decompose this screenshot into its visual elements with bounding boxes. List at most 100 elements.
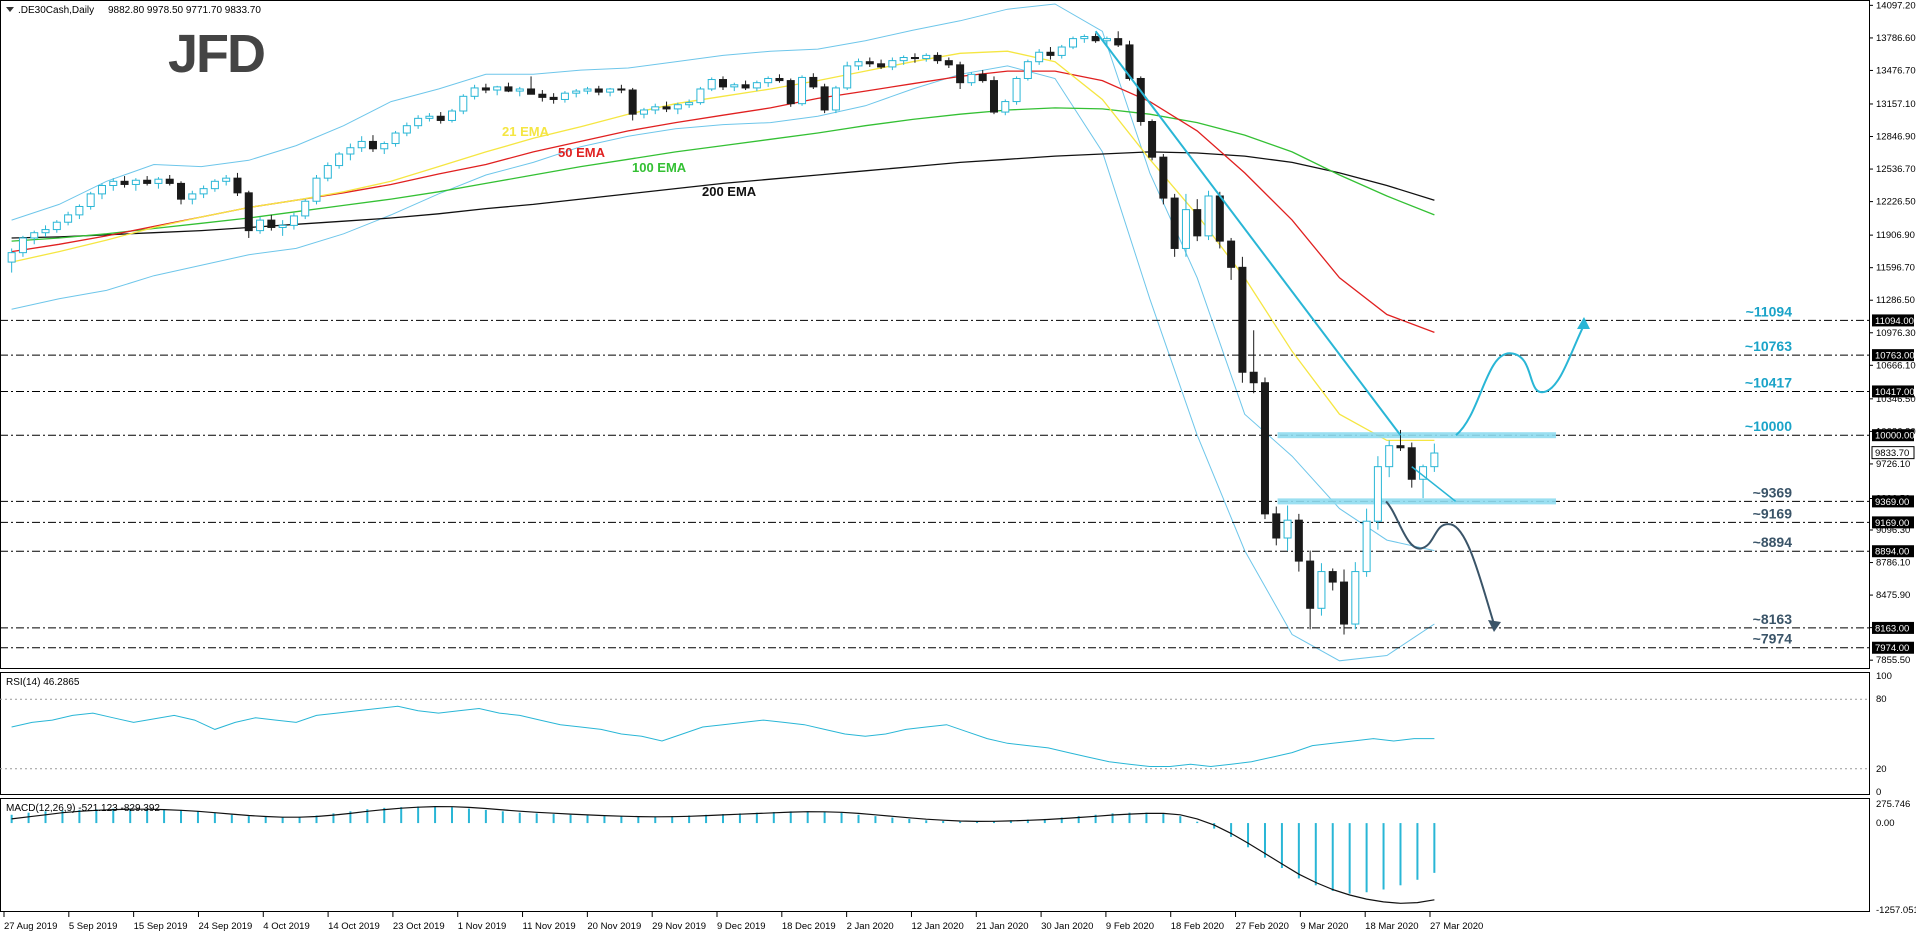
candle-body bbox=[493, 86, 502, 91]
candle-body bbox=[899, 57, 908, 62]
candle-body bbox=[1080, 36, 1089, 40]
level-labels: ~11094 ~10763 ~10417 ~10000 ~9369 ~9169 ~8894 ~… bbox=[1745, 303, 1792, 646]
short-trend-segment bbox=[1411, 466, 1457, 502]
rsi-tick-label: 80 bbox=[1876, 694, 1887, 705]
level-label: ~11094 bbox=[1746, 303, 1793, 319]
current-price-box bbox=[1871, 446, 1915, 460]
candle-body bbox=[1125, 44, 1134, 79]
candle-body bbox=[1023, 61, 1032, 79]
zone-band bbox=[1277, 498, 1556, 505]
candle-body bbox=[41, 229, 50, 234]
candle-body bbox=[1159, 156, 1168, 199]
candle-body bbox=[1385, 445, 1394, 468]
rsi-panel: 100 80 20 0 bbox=[0, 671, 1892, 798]
level-label: ~8163 bbox=[1753, 611, 1793, 627]
candle-body bbox=[448, 110, 457, 121]
candle-body bbox=[673, 104, 682, 110]
rsi-tick-label: 20 bbox=[1876, 764, 1887, 775]
level-axis-label: 8163.00 bbox=[1875, 623, 1909, 634]
candle-body bbox=[944, 60, 953, 66]
level-axis-box bbox=[1872, 621, 1914, 634]
candle-body bbox=[346, 147, 355, 155]
candle-body bbox=[52, 221, 61, 231]
candle-body bbox=[707, 79, 716, 90]
date-tick-label: 27 Feb 2020 bbox=[1236, 921, 1289, 932]
candle-body bbox=[504, 86, 513, 92]
candle-body bbox=[380, 143, 389, 150]
candle-body bbox=[843, 65, 852, 89]
candle-body bbox=[86, 193, 95, 207]
candle-body bbox=[222, 177, 231, 182]
candle-body bbox=[368, 140, 377, 150]
current-price-label: 9833.70 bbox=[1875, 448, 1909, 459]
rsi-label: RSI(14) 46.2865 bbox=[6, 677, 80, 688]
candle-body bbox=[854, 61, 863, 67]
candle-body bbox=[1306, 560, 1315, 609]
candle-body bbox=[831, 87, 840, 111]
level-axis-box bbox=[1872, 641, 1914, 654]
candle-body bbox=[30, 232, 39, 239]
ema-label: 100 EMA bbox=[632, 160, 687, 175]
candle-body bbox=[549, 96, 558, 100]
candle-body bbox=[267, 219, 276, 228]
candle-body bbox=[820, 86, 829, 111]
price-tick-label: 9726.10 bbox=[1876, 459, 1910, 470]
date-tick-label: 4 Oct 2019 bbox=[263, 921, 309, 932]
candle-body bbox=[109, 180, 118, 186]
candle-body bbox=[256, 219, 265, 232]
price-tick-label: 7855.50 bbox=[1876, 655, 1910, 666]
projection-arrows bbox=[1385, 317, 1590, 633]
candle-body bbox=[64, 214, 73, 223]
bollinger-bands bbox=[11, 3, 1435, 662]
macd-signal-line bbox=[11, 805, 1435, 904]
rsi-tick-label: 0 bbox=[1876, 787, 1881, 798]
candle-body bbox=[1091, 36, 1100, 42]
candle-body bbox=[188, 193, 197, 200]
candle-body bbox=[244, 192, 253, 232]
macd-panel-frame bbox=[0, 798, 1870, 912]
date-tick-label: 11 Nov 2019 bbox=[523, 921, 576, 932]
candle-body bbox=[978, 73, 987, 82]
level-axis-label: 10763.00 bbox=[1875, 351, 1915, 362]
candle-body bbox=[798, 76, 807, 105]
candle-body bbox=[967, 73, 976, 84]
date-tick-label: 24 Sep 2019 bbox=[198, 921, 252, 932]
candle-body bbox=[1317, 571, 1326, 609]
candle-body bbox=[18, 237, 27, 254]
candle-body bbox=[459, 95, 468, 112]
downtrend-line bbox=[1094, 30, 1402, 436]
level-label: ~9169 bbox=[1753, 505, 1793, 521]
candle-body bbox=[809, 76, 818, 88]
level-label: ~10000 bbox=[1745, 418, 1792, 434]
candle-body bbox=[775, 77, 784, 82]
candle-body bbox=[470, 87, 479, 97]
candle-body bbox=[888, 60, 897, 68]
candle-body bbox=[538, 93, 547, 98]
date-tick-label: 18 Mar 2020 bbox=[1365, 921, 1418, 932]
candle-body bbox=[414, 117, 423, 127]
candlesticks bbox=[7, 31, 1439, 635]
candle-body bbox=[572, 90, 581, 94]
ema-label: 50 EMA bbox=[558, 145, 606, 160]
candle-body bbox=[685, 102, 694, 106]
level-axis-box bbox=[1872, 314, 1914, 327]
candle-body bbox=[1328, 571, 1337, 583]
candle-body bbox=[1204, 195, 1213, 237]
level-axis-box bbox=[1872, 545, 1914, 558]
bearish-projection-path bbox=[1385, 500, 1495, 625]
candle-body bbox=[933, 54, 942, 62]
candle-body bbox=[515, 88, 524, 92]
candle-body bbox=[154, 178, 163, 184]
date-tick-label: 9 Dec 2019 bbox=[717, 921, 766, 932]
candle-body bbox=[1362, 520, 1371, 573]
collapse-triangle-icon[interactable] bbox=[6, 7, 14, 12]
level-label: ~9369 bbox=[1753, 484, 1793, 500]
candle-body bbox=[301, 200, 310, 217]
candle-body bbox=[910, 57, 919, 60]
horizontal-levels bbox=[0, 319, 1869, 649]
symbol-label: .DE30Cash,Daily bbox=[18, 5, 94, 16]
candle-body bbox=[7, 252, 16, 263]
price-tick-label: 13157.10 bbox=[1876, 99, 1916, 110]
level-axis-label: 9369.00 bbox=[1875, 497, 1909, 508]
